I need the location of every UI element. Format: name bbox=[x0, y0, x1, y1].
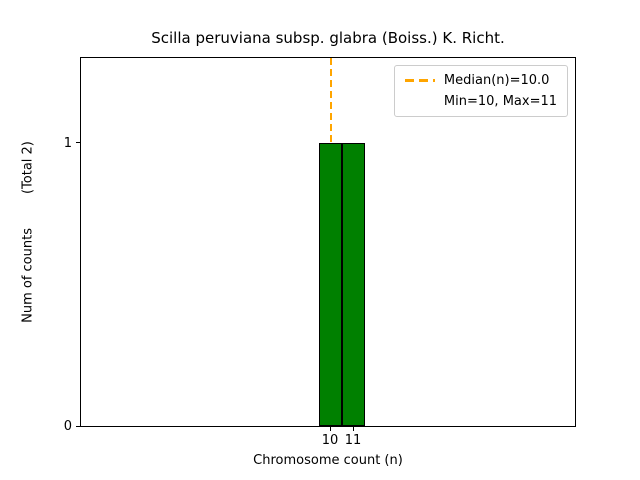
legend-label-median: Median(n)=10.0 bbox=[443, 73, 550, 88]
legend-entry-median: Median(n)=10.0 bbox=[404, 72, 557, 89]
y-axis-total-annotation: (Total 2) bbox=[20, 141, 36, 195]
x-tick-mark-10 bbox=[330, 427, 331, 431]
x-axis-label: Chromosome count (n) bbox=[253, 453, 403, 468]
chart-title: Scilla peruviana subsp. glabra (Boiss.) … bbox=[151, 29, 505, 47]
y-tick-mark-1 bbox=[76, 142, 80, 143]
x-tick-label-10: 10 bbox=[321, 433, 339, 448]
bar-count-11 bbox=[342, 143, 365, 426]
legend: Median(n)=10.0 Min=10, Max=11 bbox=[393, 65, 568, 117]
y-tick-mark-0 bbox=[76, 426, 80, 427]
legend-entry-minmax: Min=10, Max=11 bbox=[405, 93, 557, 110]
legend-label-minmax: Min=10, Max=11 bbox=[443, 94, 557, 109]
x-tick-mark-11 bbox=[353, 427, 354, 431]
y-tick-label-0: 0 bbox=[63, 419, 72, 434]
median-dashed-line-icon bbox=[404, 79, 435, 82]
bar-count-10 bbox=[319, 143, 342, 426]
legend-empty-sample bbox=[405, 100, 435, 103]
x-tick-label-11: 11 bbox=[344, 433, 362, 448]
y-axis-label-text: Num of counts bbox=[20, 228, 36, 323]
y-axis-label: Num of counts (Total 2) bbox=[21, 141, 36, 323]
plot-area: Median(n)=10.0 Min=10, Max=11 bbox=[80, 57, 576, 427]
y-tick-label-1: 1 bbox=[63, 136, 72, 151]
